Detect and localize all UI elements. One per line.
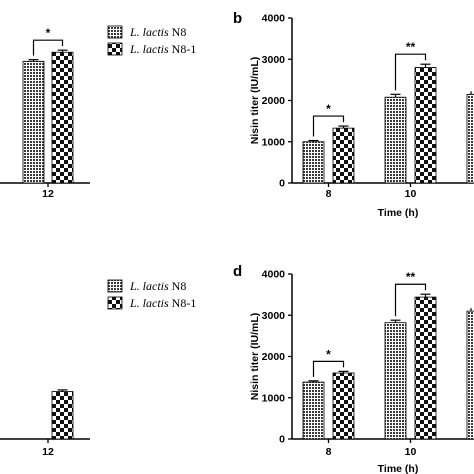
x-axis-title: Time (h) xyxy=(378,207,419,219)
x-tick-label: 10 xyxy=(405,188,417,200)
bar-n8-1 xyxy=(51,391,74,440)
y-tick-label: 3000 xyxy=(262,54,286,66)
legend-label-n8: L. lactis N8 xyxy=(129,25,186,39)
y-axis-title: Nisin titer (IU/mL) xyxy=(249,57,261,145)
y-tick-label: 3000 xyxy=(262,310,286,322)
significance-bracket xyxy=(312,115,345,137)
significance-label: ** xyxy=(406,270,416,284)
chart-d: 0 1000 2000 3000 4000 Nisin titer (IU/mL) Time… xyxy=(249,269,474,474)
bar-n8 xyxy=(384,96,407,184)
x-tick-label: 8 xyxy=(326,188,332,200)
y-tick-label: 2000 xyxy=(262,351,286,363)
chart-c: 12 xyxy=(0,389,90,458)
legend-swatch-n8 xyxy=(107,25,123,39)
x-tick-label: 10 xyxy=(405,446,417,458)
y-tick-label: 4000 xyxy=(262,13,286,25)
bar-n8-1 xyxy=(332,127,355,184)
significance-label: * xyxy=(326,347,331,361)
significance-label: * xyxy=(46,26,51,40)
y-tick-label: 2000 xyxy=(262,95,286,107)
bar-partial xyxy=(466,93,474,184)
legend-swatch-n8-1 xyxy=(107,42,123,56)
legend-label-n8-1: L. lactis N8-1 xyxy=(129,296,196,310)
significance-bracket xyxy=(312,360,345,377)
y-tick-label: 1000 xyxy=(262,136,286,148)
significance-bracket xyxy=(32,39,64,56)
y-tick-label: 0 xyxy=(279,178,285,190)
legend-top: L. lactis N8 L. lactis N8-1 xyxy=(107,25,196,56)
x-axis-title: Time (h) xyxy=(378,463,419,474)
legend-swatch-n8 xyxy=(107,279,123,293)
bar-partial xyxy=(466,310,474,440)
chart-b: 0 1000 2000 3000 4000 Nisin titer (IU/mL) Time… xyxy=(249,13,474,219)
bar-n8-1 xyxy=(332,372,355,440)
bar-n8 xyxy=(384,322,407,440)
y-tick-label: 1000 xyxy=(262,392,286,404)
x-tick-label: 12 xyxy=(42,188,54,200)
legend-label-n8-1: L. lactis N8-1 xyxy=(129,42,196,56)
significance-label: * xyxy=(326,102,331,116)
legend-bottom: L. lactis N8 L. lactis N8-1 xyxy=(107,279,196,310)
bar-n8-1 xyxy=(414,67,437,184)
significance-label: ** xyxy=(406,40,416,54)
y-tick-label: 0 xyxy=(279,434,285,446)
legend-swatch-n8-1 xyxy=(107,296,123,310)
legend-label-n8: L. lactis N8 xyxy=(129,279,186,293)
x-tick-label: 12 xyxy=(42,446,54,458)
y-axis-title: Nisin titer (IU/mL) xyxy=(249,313,261,401)
bar-n8-1 xyxy=(51,51,74,184)
bar-n8-1 xyxy=(414,296,437,440)
panel-letter-b: b xyxy=(233,10,242,27)
bar-n8 xyxy=(302,141,325,184)
significance-bracket xyxy=(394,283,427,317)
significance-bracket xyxy=(394,53,427,91)
bar-n8 xyxy=(22,60,45,184)
x-tick-label: 8 xyxy=(326,446,332,458)
panel-letter-d: d xyxy=(233,263,242,280)
chart-a: 12 * xyxy=(0,26,90,200)
y-tick-label: 4000 xyxy=(262,269,286,281)
bar-n8 xyxy=(302,381,325,440)
